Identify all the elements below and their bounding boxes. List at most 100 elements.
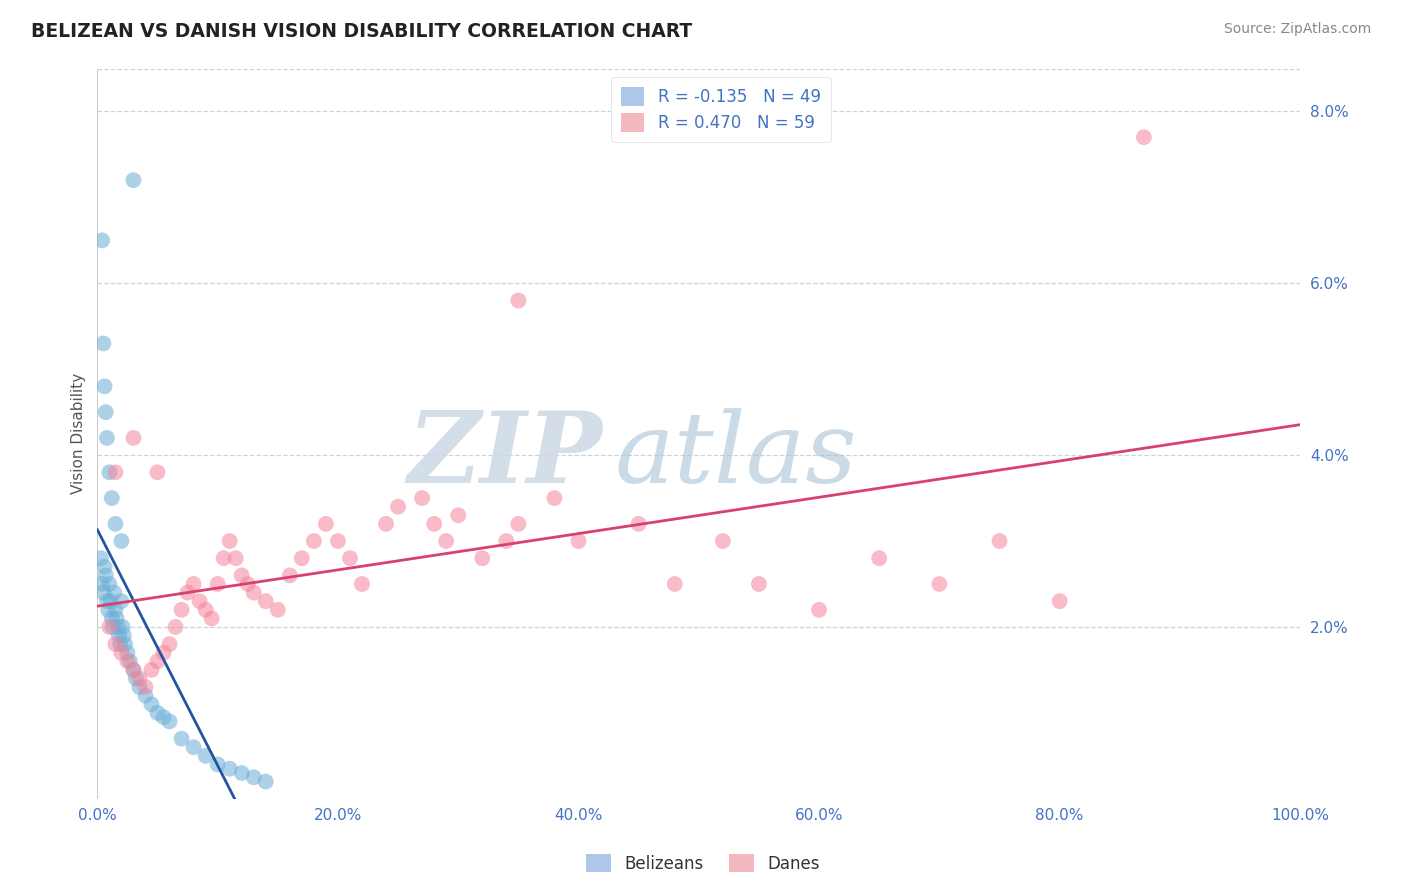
Point: [146, 465, 169, 479]
Point: [152, 710, 174, 724]
Point: [125, 672, 148, 686]
Point: [326, 534, 349, 549]
Point: [105, 611, 128, 625]
Point: [868, 551, 890, 566]
Point: [176, 585, 198, 599]
Point: [218, 534, 240, 549]
Point: [101, 611, 124, 625]
Point: [91, 233, 114, 247]
Point: [194, 748, 217, 763]
Point: [711, 534, 734, 549]
Point: [928, 577, 950, 591]
Point: [146, 706, 169, 720]
Point: [411, 491, 433, 505]
Point: [170, 603, 193, 617]
Point: [98, 577, 121, 591]
Point: [291, 551, 314, 566]
Point: [471, 551, 494, 566]
Point: [207, 577, 229, 591]
Point: [122, 663, 145, 677]
Point: [254, 594, 277, 608]
Point: [93, 559, 115, 574]
Point: [350, 577, 373, 591]
Point: [808, 603, 831, 617]
Point: [188, 594, 211, 608]
Point: [141, 698, 163, 712]
Point: [128, 672, 150, 686]
Point: [94, 568, 117, 582]
Text: atlas: atlas: [614, 408, 858, 503]
Point: [146, 654, 169, 668]
Point: [97, 603, 120, 617]
Point: [302, 534, 325, 549]
Point: [664, 577, 686, 591]
Point: [101, 491, 124, 505]
Point: [96, 594, 118, 608]
Point: [110, 534, 132, 549]
Legend: R = -0.135   N = 49, R = 0.470   N = 59: R = -0.135 N = 49, R = 0.470 N = 59: [610, 77, 831, 142]
Point: [508, 293, 530, 308]
Point: [110, 646, 132, 660]
Point: [117, 646, 139, 660]
Point: [201, 611, 224, 625]
Point: [91, 577, 114, 591]
Point: [93, 336, 115, 351]
Point: [134, 680, 156, 694]
Point: [375, 516, 398, 531]
Point: [218, 762, 240, 776]
Point: [231, 568, 253, 582]
Point: [103, 585, 125, 599]
Legend: Belizeans, Danes: Belizeans, Danes: [579, 847, 827, 880]
Point: [183, 740, 205, 755]
Point: [104, 637, 127, 651]
Text: BELIZEAN VS DANISH VISION DISABILITY CORRELATION CHART: BELIZEAN VS DANISH VISION DISABILITY COR…: [31, 22, 692, 41]
Y-axis label: Vision Disability: Vision Disability: [72, 373, 86, 494]
Point: [1049, 594, 1071, 608]
Point: [423, 516, 446, 531]
Point: [183, 577, 205, 591]
Point: [93, 585, 115, 599]
Point: [627, 516, 650, 531]
Point: [567, 534, 589, 549]
Point: [231, 766, 253, 780]
Point: [108, 637, 131, 651]
Point: [212, 551, 235, 566]
Point: [207, 757, 229, 772]
Point: [748, 577, 770, 591]
Point: [434, 534, 457, 549]
Point: [543, 491, 565, 505]
Point: [141, 663, 163, 677]
Text: Source: ZipAtlas.com: Source: ZipAtlas.com: [1223, 22, 1371, 37]
Point: [98, 465, 121, 479]
Point: [122, 173, 145, 187]
Point: [387, 500, 409, 514]
Point: [94, 405, 117, 419]
Text: ZIP: ZIP: [408, 408, 603, 504]
Point: [242, 585, 264, 599]
Point: [225, 551, 247, 566]
Point: [104, 603, 127, 617]
Point: [988, 534, 1011, 549]
Point: [339, 551, 361, 566]
Point: [495, 534, 517, 549]
Point: [242, 770, 264, 784]
Point: [278, 568, 301, 582]
Point: [134, 689, 156, 703]
Point: [111, 620, 134, 634]
Point: [100, 594, 122, 608]
Point: [170, 731, 193, 746]
Point: [93, 379, 115, 393]
Point: [128, 680, 150, 694]
Point: [447, 508, 470, 523]
Point: [108, 628, 131, 642]
Point: [152, 646, 174, 660]
Point: [90, 551, 112, 566]
Point: [98, 620, 121, 634]
Point: [1133, 130, 1156, 145]
Point: [114, 637, 136, 651]
Point: [118, 654, 141, 668]
Point: [104, 465, 127, 479]
Point: [159, 714, 181, 729]
Point: [117, 654, 139, 668]
Point: [107, 620, 129, 634]
